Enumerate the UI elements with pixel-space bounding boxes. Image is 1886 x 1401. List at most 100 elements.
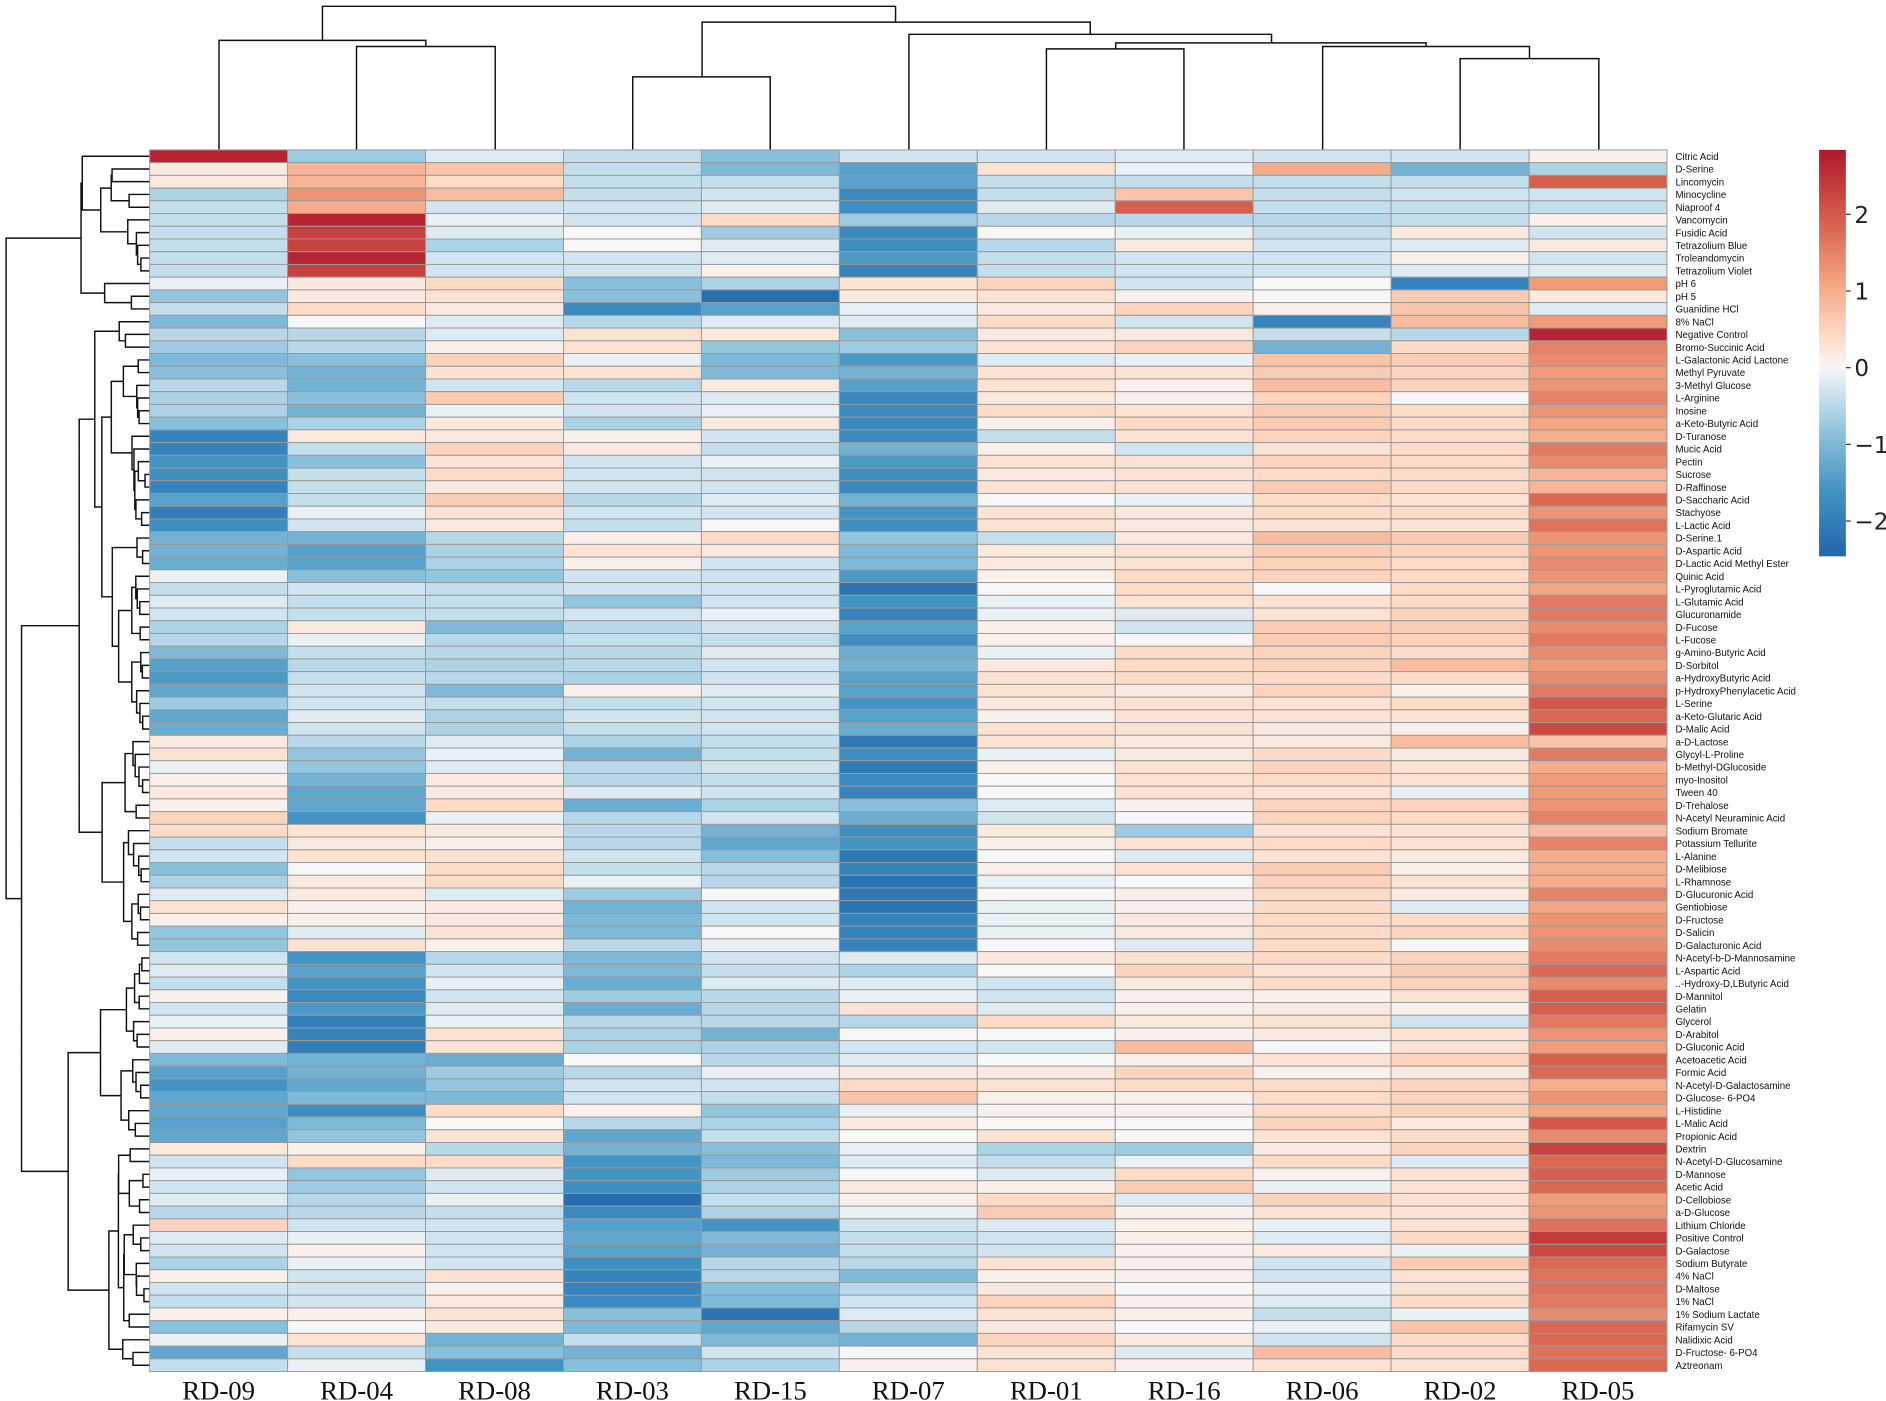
heatmap-cell bbox=[1114, 1040, 1254, 1054]
heatmap-cell bbox=[562, 951, 702, 965]
heatmap-cell bbox=[1390, 1154, 1530, 1169]
heatmap-cell bbox=[838, 238, 978, 253]
heatmap-cell bbox=[700, 1103, 840, 1118]
heatmap-cell bbox=[700, 225, 840, 240]
heatmap-cell bbox=[838, 862, 978, 876]
heatmap-cell bbox=[700, 785, 840, 800]
heatmap-cell bbox=[287, 912, 427, 927]
heatmap-cell bbox=[700, 531, 840, 545]
heatmap-cell bbox=[1528, 1256, 1668, 1271]
heatmap-cell bbox=[287, 849, 427, 864]
heatmap-cell bbox=[1528, 276, 1668, 291]
heatmap-cell bbox=[149, 556, 289, 571]
heatmap-cell bbox=[1528, 518, 1668, 533]
heatmap-cell bbox=[287, 1192, 427, 1207]
heatmap-cell bbox=[149, 658, 289, 673]
heatmap-cell bbox=[425, 938, 564, 953]
row-label: 1% NaCl bbox=[1675, 1297, 1713, 1308]
heatmap-cell bbox=[976, 1002, 1116, 1016]
heatmap-cell bbox=[1528, 582, 1668, 596]
column-label: RD-05 bbox=[1562, 1376, 1635, 1401]
heatmap-cell bbox=[838, 1332, 978, 1347]
heatmap-cell bbox=[287, 225, 427, 240]
heatmap-cell bbox=[1114, 722, 1254, 736]
heatmap-cell bbox=[287, 1358, 427, 1373]
heatmap-cell bbox=[838, 823, 978, 838]
heatmap-cell bbox=[287, 187, 427, 202]
heatmap-cell bbox=[1390, 912, 1530, 927]
heatmap-cell bbox=[149, 174, 289, 189]
heatmap-cell bbox=[1114, 238, 1254, 253]
heatmap-cell bbox=[1390, 378, 1530, 393]
row-label: Rifamycin SV bbox=[1675, 1323, 1734, 1334]
heatmap-cell bbox=[838, 594, 978, 609]
heatmap-cell bbox=[1114, 1205, 1254, 1220]
heatmap-cell bbox=[700, 1129, 840, 1143]
heatmap-cell bbox=[149, 772, 289, 787]
heatmap-cell bbox=[976, 823, 1116, 838]
heatmap-cell bbox=[700, 900, 840, 914]
heatmap-cell bbox=[700, 1116, 840, 1131]
heatmap-cell bbox=[700, 1065, 840, 1080]
heatmap-cell bbox=[425, 1052, 564, 1067]
row-label: Methyl Pyruvate bbox=[1675, 368, 1745, 379]
heatmap-cell bbox=[700, 1332, 840, 1347]
heatmap-cell bbox=[425, 480, 564, 494]
heatmap-cell bbox=[287, 531, 427, 545]
heatmap-cell bbox=[1390, 543, 1530, 558]
heatmap-cell bbox=[149, 607, 289, 622]
heatmap-cell bbox=[287, 1091, 427, 1105]
heatmap-cell bbox=[1528, 543, 1668, 558]
heatmap-cell bbox=[1390, 620, 1530, 634]
heatmap-cell bbox=[976, 1192, 1116, 1207]
heatmap-cell bbox=[425, 1307, 564, 1322]
heatmap-cell bbox=[700, 378, 840, 393]
heatmap-cell bbox=[1252, 276, 1392, 291]
heatmap-cell bbox=[1528, 251, 1668, 265]
row-label: g-Amino-Butyric Acid bbox=[1675, 648, 1765, 659]
heatmap-cell bbox=[976, 505, 1116, 520]
heatmap-cell bbox=[1528, 594, 1668, 609]
heatmap-cell bbox=[1528, 391, 1668, 405]
heatmap-cell bbox=[425, 1065, 564, 1080]
heatmap-cell bbox=[1528, 1002, 1668, 1016]
heatmap-cell bbox=[1114, 925, 1254, 940]
heatmap-cell bbox=[287, 1307, 427, 1322]
heatmap-cell bbox=[1114, 1167, 1254, 1182]
heatmap-cell bbox=[149, 1345, 289, 1360]
row-label: D-Arabitol bbox=[1675, 1030, 1718, 1041]
heatmap-cell bbox=[700, 1014, 840, 1029]
heatmap-cell bbox=[700, 849, 840, 864]
heatmap-cell bbox=[1252, 238, 1392, 253]
heatmap-cell bbox=[287, 365, 427, 380]
heatmap-cell bbox=[838, 887, 978, 902]
heatmap-cell bbox=[1528, 289, 1668, 304]
heatmap-cell bbox=[700, 683, 840, 698]
row-label: D-Serine bbox=[1675, 165, 1713, 176]
heatmap-cell bbox=[1114, 1180, 1254, 1194]
row-label: b-Methyl-DGlucoside bbox=[1675, 763, 1766, 774]
row-label: pH 5 bbox=[1675, 292, 1696, 303]
heatmap-cell bbox=[149, 1027, 289, 1042]
heatmap-cell bbox=[425, 429, 564, 444]
heatmap-cell bbox=[425, 1078, 564, 1093]
heatmap-cell bbox=[1114, 1332, 1254, 1347]
heatmap-cell bbox=[425, 1243, 564, 1258]
heatmap-cell bbox=[149, 403, 289, 418]
heatmap-cell bbox=[287, 480, 427, 494]
heatmap-cell bbox=[1252, 645, 1392, 660]
heatmap-cell bbox=[562, 912, 702, 927]
heatmap-cell bbox=[287, 594, 427, 609]
heatmap-cell bbox=[838, 365, 978, 380]
heatmap-cell bbox=[1390, 874, 1530, 889]
heatmap-cell bbox=[1252, 365, 1392, 380]
heatmap-cell bbox=[287, 1014, 427, 1029]
heatmap-cell bbox=[700, 454, 840, 469]
heatmap-cell bbox=[700, 874, 840, 889]
heatmap-cell bbox=[1114, 454, 1254, 469]
heatmap-cell bbox=[287, 1294, 427, 1309]
heatmap-cell bbox=[1528, 1345, 1668, 1360]
heatmap-cell bbox=[1390, 531, 1530, 545]
row-label: Quinic Acid bbox=[1675, 572, 1724, 583]
heatmap-cell bbox=[1528, 1281, 1668, 1296]
